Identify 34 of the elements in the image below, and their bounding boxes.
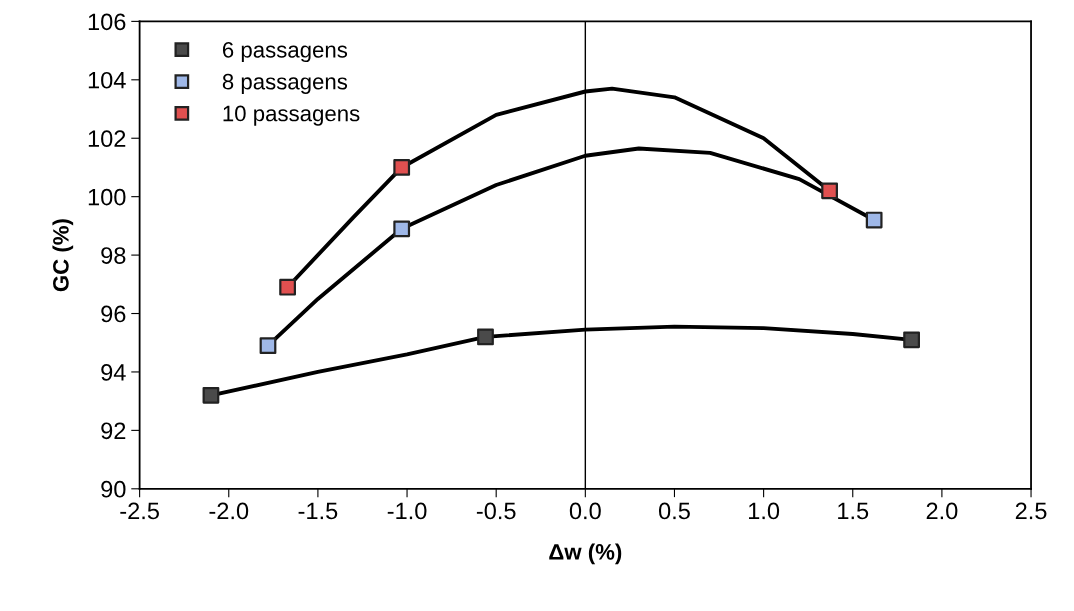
point [477, 328, 494, 346]
x-tick-label: 0.5 [658, 502, 690, 520]
y-tick-label: 106 [88, 13, 126, 31]
point [259, 337, 277, 355]
y-tick-label: 104 [88, 71, 126, 89]
legend-label: 6 passagens [222, 41, 348, 63]
x-tick-label: -2.5 [120, 502, 159, 520]
x-tick-label: 2.0 [926, 502, 958, 520]
point [279, 278, 296, 296]
y-axis-title: GC (%) [52, 219, 74, 292]
point [903, 331, 920, 349]
point [202, 386, 220, 404]
legend-label: 8 passagens [222, 73, 348, 94]
point [393, 220, 411, 238]
x-tick-label: 1.0 [749, 502, 780, 520]
x-tick-label: 1.5 [838, 502, 869, 520]
point [865, 211, 883, 229]
y-tick-label: 100 [88, 188, 126, 206]
x-axis-title: Δw (%) [549, 543, 622, 565]
x-tick-label: -1.5 [298, 502, 338, 520]
x-tick-label: 2.5 [1015, 502, 1047, 520]
y-tick-label: 90 [101, 480, 126, 498]
y-tick-label: 96 [101, 305, 126, 323]
x-tick-label: -0.5 [476, 502, 516, 520]
y-tick-label: 102 [88, 130, 126, 148]
x-tick-label: 0.0 [569, 502, 601, 520]
x-tick-label: -2.0 [209, 502, 249, 520]
point [821, 182, 838, 200]
legend-label: 10 passagens [223, 105, 360, 126]
point [393, 159, 411, 176]
x-tick-label: -1.0 [387, 502, 427, 520]
y-tick-label: 94 [101, 364, 126, 381]
y-tick-label: 92 [101, 422, 126, 440]
y-tick-label: 98 [101, 247, 126, 264]
